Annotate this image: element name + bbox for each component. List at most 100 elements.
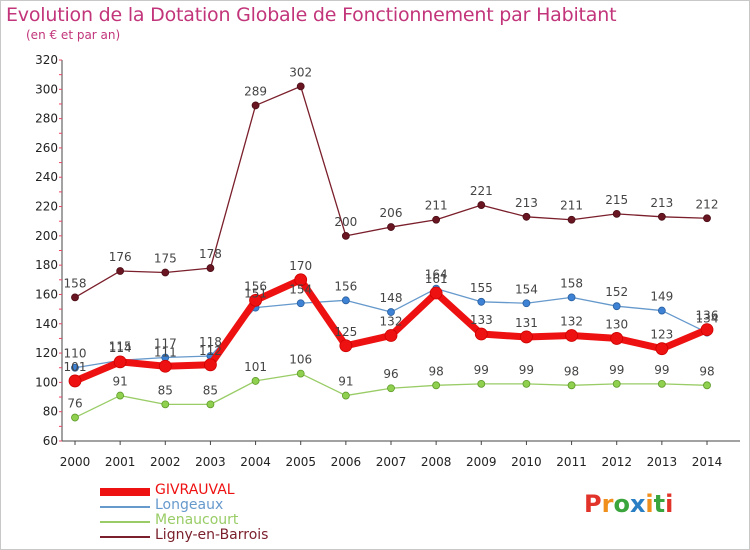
data-point-longeaux bbox=[341, 296, 350, 305]
legend-swatch-ligny-en-barrois bbox=[100, 536, 150, 538]
data-point-menaucourt bbox=[612, 379, 621, 388]
data-point-ligny-en-barrois bbox=[296, 82, 305, 91]
x-tick-label: 2007 bbox=[376, 455, 407, 469]
data-label-longeaux: 158 bbox=[560, 276, 583, 290]
data-label-givrauval: 123 bbox=[650, 328, 673, 342]
data-point-givrauval bbox=[68, 374, 82, 388]
x-tick-label: 2005 bbox=[285, 455, 316, 469]
x-tick-label: 2006 bbox=[331, 455, 362, 469]
data-label-menaucourt: 98 bbox=[564, 364, 579, 378]
data-label-menaucourt: 85 bbox=[158, 383, 173, 397]
data-label-givrauval: 130 bbox=[605, 317, 628, 331]
x-tick-label: 2004 bbox=[240, 455, 271, 469]
data-point-longeaux bbox=[477, 297, 486, 306]
logo-letter: i bbox=[665, 490, 674, 518]
data-label-givrauval: 132 bbox=[560, 314, 583, 328]
data-point-menaucourt bbox=[71, 413, 79, 422]
data-label-givrauval: 112 bbox=[199, 344, 222, 358]
legend-label-menaucourt: Menaucourt bbox=[155, 512, 239, 528]
data-point-givrauval bbox=[474, 327, 488, 341]
data-label-menaucourt: 91 bbox=[113, 375, 128, 389]
data-point-givrauval bbox=[429, 286, 443, 300]
chart-subtitle: (en € et par an) bbox=[26, 28, 121, 42]
data-point-ligny-en-barrois bbox=[567, 215, 576, 224]
data-label-ligny-en-barrois: 206 bbox=[380, 206, 403, 220]
logo-letter: P bbox=[584, 490, 602, 518]
data-label-longeaux: 117 bbox=[154, 336, 177, 350]
x-tick-label: 2013 bbox=[647, 455, 678, 469]
data-label-longeaux: 156 bbox=[334, 279, 357, 293]
x-tick-label: 2002 bbox=[150, 455, 181, 469]
y-tick-label: 320 bbox=[35, 53, 58, 67]
y-tick-label: 140 bbox=[35, 317, 58, 331]
data-label-longeaux: 110 bbox=[64, 347, 87, 361]
data-label-givrauval: 170 bbox=[289, 259, 312, 273]
y-tick-label: 200 bbox=[35, 229, 58, 243]
data-label-ligny-en-barrois: 289 bbox=[244, 84, 267, 98]
data-point-menaucourt bbox=[206, 400, 215, 409]
logo-letter: i bbox=[645, 490, 654, 518]
y-tick-label: 260 bbox=[35, 141, 58, 155]
data-label-givrauval: 161 bbox=[425, 272, 448, 286]
data-label-longeaux: 118 bbox=[199, 335, 222, 349]
data-point-ligny-en-barrois bbox=[432, 215, 441, 224]
y-tick-label: 300 bbox=[35, 82, 58, 96]
data-label-ligny-en-barrois: 212 bbox=[696, 197, 719, 211]
legend-item-menaucourt[interactable]: Menaucourt bbox=[100, 512, 400, 529]
data-point-ligny-en-barrois bbox=[161, 268, 170, 277]
legend-label-longeaux: Longeaux bbox=[155, 497, 224, 513]
data-label-ligny-en-barrois: 178 bbox=[199, 247, 222, 261]
legend-item-longeaux[interactable]: Longeaux bbox=[100, 497, 400, 514]
data-label-menaucourt: 98 bbox=[699, 364, 714, 378]
y-tick-label: 120 bbox=[35, 346, 58, 360]
data-point-menaucourt bbox=[116, 391, 125, 400]
data-label-menaucourt: 99 bbox=[609, 363, 624, 377]
x-tick-label: 2010 bbox=[511, 455, 542, 469]
legend-item-givrauval[interactable]: GIVRAUVAL bbox=[100, 482, 400, 499]
data-label-ligny-en-barrois: 200 bbox=[334, 215, 357, 229]
logo-letter: x bbox=[629, 490, 646, 518]
data-point-menaucourt bbox=[477, 379, 486, 388]
data-point-ligny-en-barrois bbox=[522, 212, 531, 221]
data-point-givrauval bbox=[384, 329, 398, 342]
data-point-longeaux bbox=[657, 306, 666, 315]
data-label-givrauval: 133 bbox=[470, 313, 493, 327]
data-point-menaucourt bbox=[387, 384, 395, 393]
data-label-longeaux: 148 bbox=[380, 291, 403, 305]
data-label-longeaux: 149 bbox=[650, 290, 673, 304]
data-label-givrauval: 132 bbox=[380, 314, 403, 328]
data-label-ligny-en-barrois: 158 bbox=[64, 276, 87, 290]
legend-item-ligny-en-barrois[interactable]: Ligny-en-Barrois bbox=[100, 527, 400, 544]
data-point-ligny-en-barrois bbox=[387, 223, 395, 231]
data-label-ligny-en-barrois: 213 bbox=[515, 196, 538, 210]
data-point-longeaux bbox=[387, 308, 395, 316]
data-label-menaucourt: 91 bbox=[338, 375, 353, 389]
x-tick-label: 2011 bbox=[556, 455, 587, 469]
legend-swatch-menaucourt bbox=[100, 521, 150, 523]
data-point-longeaux bbox=[71, 363, 79, 372]
y-tick-label: 240 bbox=[35, 170, 58, 184]
chart-title: Evolution de la Dotation Globale de Fonc… bbox=[6, 4, 617, 26]
data-point-ligny-en-barrois bbox=[657, 212, 666, 221]
data-point-menaucourt bbox=[703, 381, 711, 390]
data-label-ligny-en-barrois: 211 bbox=[425, 199, 448, 213]
data-point-givrauval bbox=[520, 330, 533, 344]
data-point-longeaux bbox=[296, 299, 305, 308]
logo-letter: r bbox=[601, 490, 614, 518]
data-point-givrauval bbox=[655, 342, 669, 356]
data-point-givrauval bbox=[565, 329, 578, 342]
data-label-ligny-en-barrois: 175 bbox=[154, 251, 177, 265]
legend-swatch-givrauval bbox=[100, 488, 150, 496]
data-label-menaucourt: 99 bbox=[474, 363, 489, 377]
data-label-givrauval: 156 bbox=[244, 279, 267, 293]
data-point-ligny-en-barrois bbox=[703, 214, 711, 223]
data-label-longeaux: 154 bbox=[289, 282, 312, 296]
data-label-longeaux: 134 bbox=[696, 312, 719, 326]
data-point-givrauval bbox=[249, 293, 262, 307]
data-point-givrauval bbox=[158, 359, 172, 373]
data-point-menaucourt bbox=[251, 377, 260, 385]
data-point-givrauval bbox=[339, 339, 353, 353]
data-label-longeaux: 152 bbox=[605, 285, 628, 299]
data-point-ligny-en-barrois bbox=[612, 209, 621, 218]
